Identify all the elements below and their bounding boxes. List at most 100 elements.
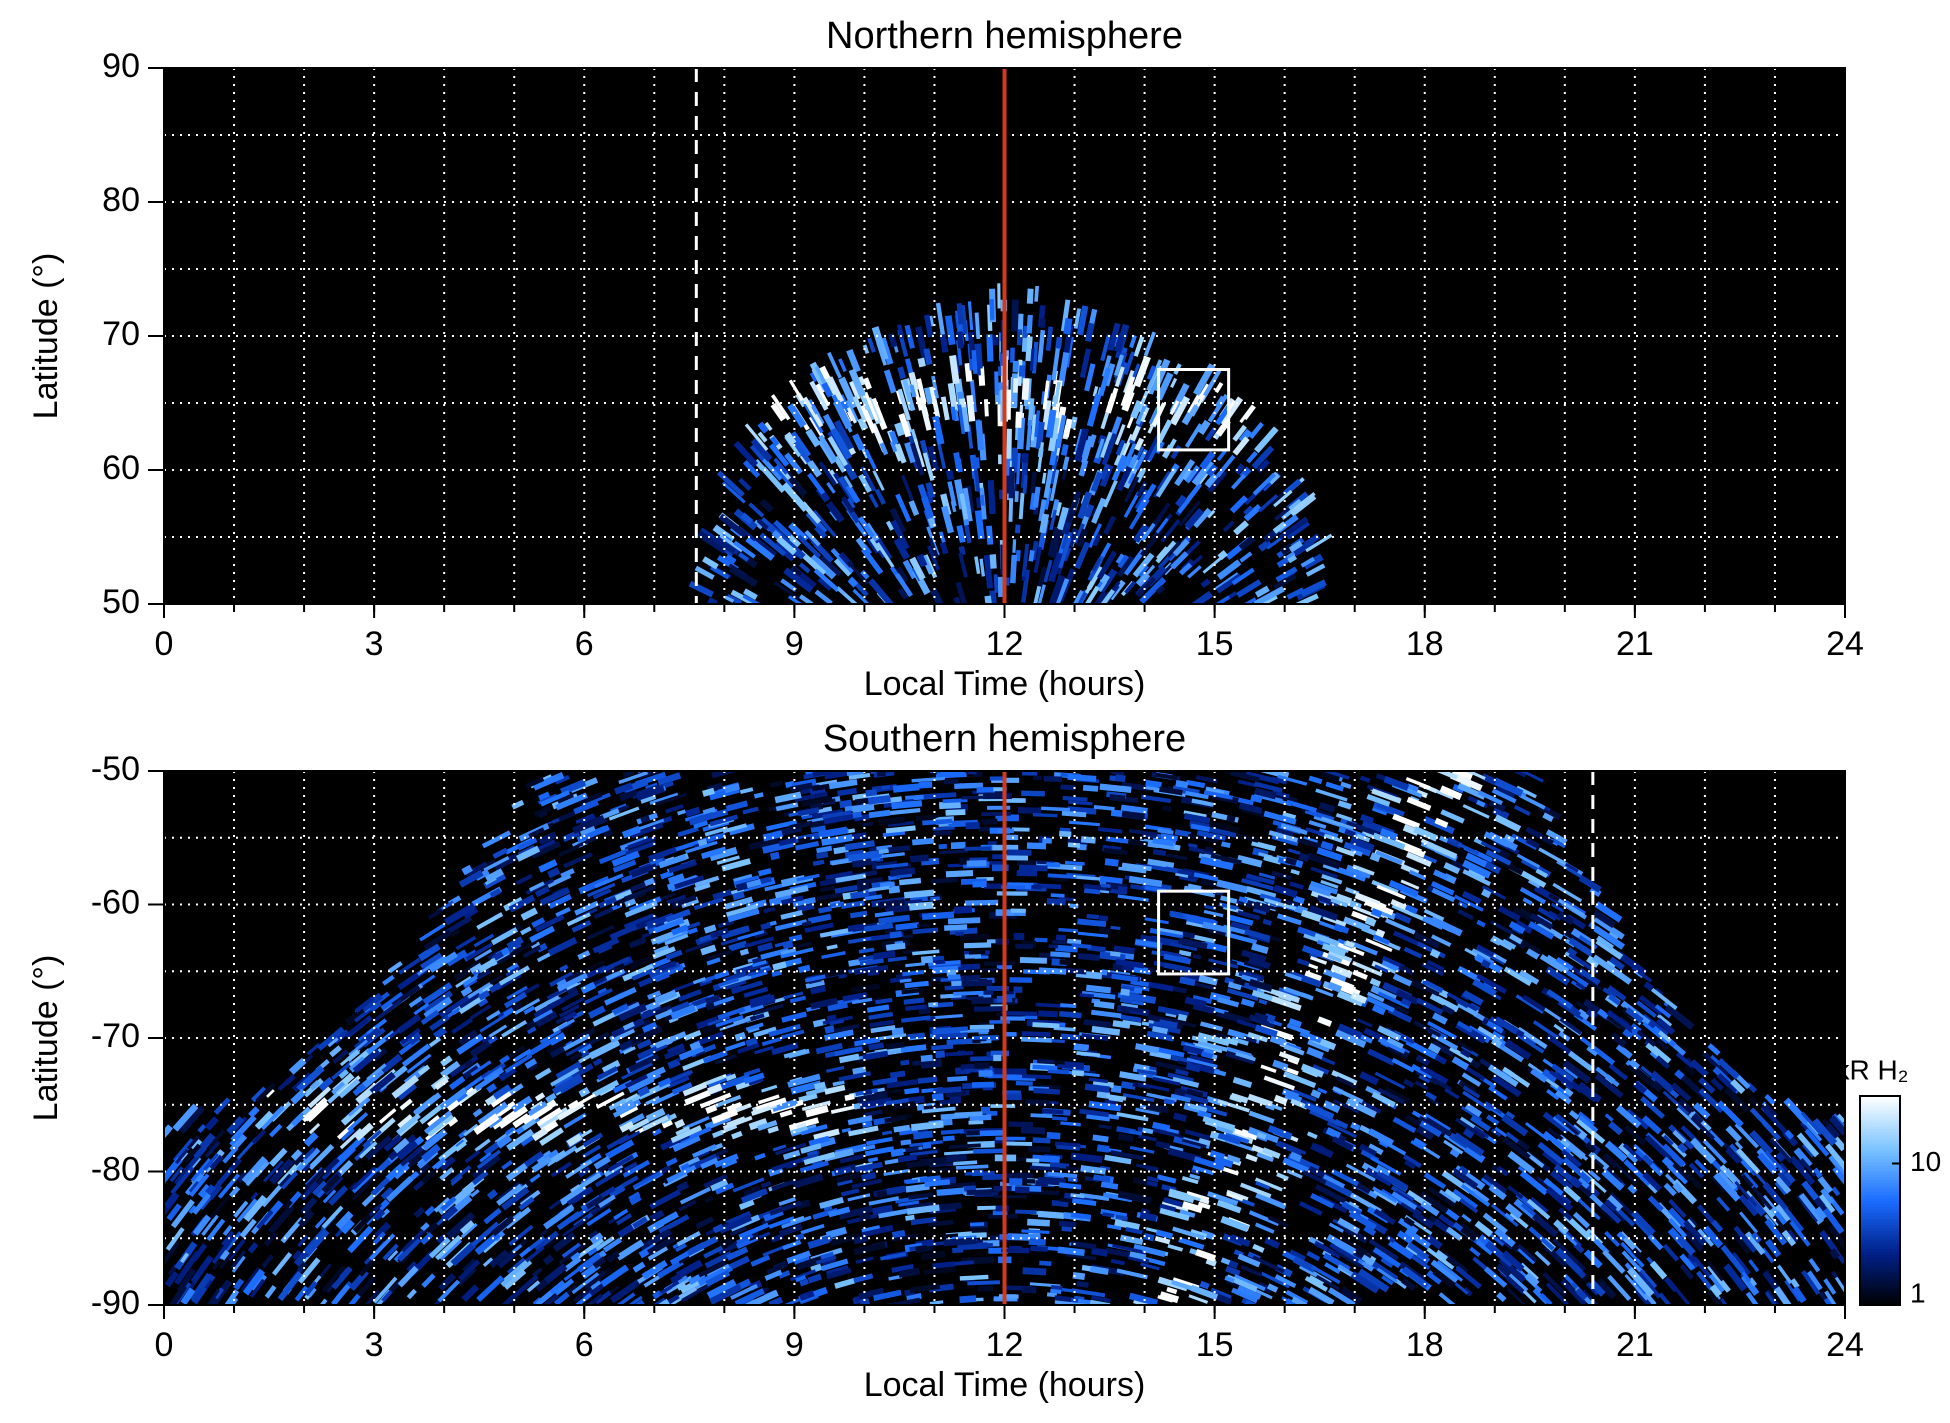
emission-streak <box>738 1222 770 1239</box>
emission-streak <box>437 1279 461 1303</box>
emission-streak <box>781 1011 807 1023</box>
emission-streak <box>1572 1211 1591 1229</box>
emission-streak <box>438 1273 456 1291</box>
emission-streak <box>1198 853 1222 863</box>
emission-streak <box>1615 950 1648 976</box>
emission-streak <box>380 1053 403 1074</box>
emission-streak <box>264 1088 275 1098</box>
emission-streak <box>1046 898 1066 906</box>
emission-streak <box>739 948 750 956</box>
emission-streak <box>1117 554 1130 570</box>
emission-streak <box>845 484 861 504</box>
emission-streak <box>1744 1231 1766 1256</box>
emission-streak <box>1651 1080 1664 1093</box>
emission-streak <box>1322 914 1347 927</box>
emission-streak <box>813 1128 840 1141</box>
emission-streak <box>624 1074 648 1089</box>
emission-streak <box>852 395 868 423</box>
emission-streak <box>1421 915 1445 930</box>
emission-streak <box>886 1079 918 1089</box>
emission-streak <box>787 1073 821 1088</box>
emission-streak <box>1636 1029 1657 1047</box>
emission-streak <box>1053 1026 1076 1032</box>
emission-streak <box>1067 527 1079 548</box>
emission-streak <box>1060 1121 1081 1127</box>
emission-streak <box>1384 1086 1412 1104</box>
emission-streak <box>830 427 853 460</box>
emission-streak <box>1438 835 1449 844</box>
emission-streak <box>881 785 890 790</box>
emission-streak <box>1642 1021 1669 1044</box>
emission-streak <box>974 510 985 540</box>
emission-streak <box>1138 1134 1157 1142</box>
emission-streak <box>1245 1153 1258 1163</box>
emission-streak <box>1789 1155 1816 1186</box>
emission-streak <box>1041 1108 1064 1115</box>
emission-streak <box>1170 551 1189 570</box>
emission-streak <box>1552 838 1566 849</box>
emission-streak <box>1076 1280 1089 1288</box>
emission-streak <box>1792 1286 1807 1304</box>
emission-streak <box>569 1051 583 1062</box>
emission-streak <box>1608 1121 1624 1136</box>
emission-streak <box>1562 1121 1579 1136</box>
emission-streak <box>1085 984 1112 994</box>
emission-streak <box>1570 1080 1597 1103</box>
emission-streak <box>1764 1093 1776 1106</box>
emission-streak <box>901 987 925 995</box>
emission-streak <box>282 1199 293 1211</box>
emission-streak <box>1251 989 1277 1003</box>
emission-streak <box>885 825 916 834</box>
emission-streak <box>845 399 859 422</box>
emission-streak <box>1582 975 1603 991</box>
emission-streak <box>1103 515 1117 535</box>
emission-streak <box>821 951 846 959</box>
emission-streak <box>1431 1040 1455 1057</box>
emission-streak <box>1047 1068 1070 1075</box>
emission-streak <box>1461 890 1482 905</box>
emission-streak <box>889 867 916 877</box>
emission-streak <box>1490 952 1507 964</box>
emission-streak <box>1286 1023 1311 1036</box>
emission-streak <box>966 1130 980 1136</box>
emission-streak <box>1210 853 1242 865</box>
emission-streak <box>557 1018 575 1030</box>
emission-streak <box>1555 1247 1583 1275</box>
emission-streak <box>1300 579 1327 597</box>
emission-streak <box>1689 1137 1716 1165</box>
emission-streak <box>922 818 953 826</box>
emission-streak <box>535 1010 558 1028</box>
emission-streak <box>1113 354 1124 376</box>
emission-streak <box>702 806 716 816</box>
emission-streak <box>733 875 760 889</box>
emission-streak <box>1647 1233 1664 1251</box>
emission-streak <box>1076 305 1089 336</box>
emission-streak <box>1516 785 1537 799</box>
emission-streak <box>851 1178 883 1189</box>
emission-streak <box>1562 1059 1592 1084</box>
emission-streak <box>676 1181 690 1192</box>
emission-streak <box>1462 1090 1492 1112</box>
emission-streak <box>1230 771 1260 782</box>
emission-streak <box>1066 490 1082 524</box>
emission-streak <box>1654 1004 1672 1019</box>
emission-streak <box>780 578 797 592</box>
emission-streak <box>798 964 811 974</box>
emission-streak <box>834 1277 856 1289</box>
emission-streak <box>665 949 683 961</box>
emission-streak <box>406 1053 432 1074</box>
emission-streak <box>520 907 538 921</box>
emission-streak <box>942 1233 959 1239</box>
emission-streak <box>1494 1227 1516 1248</box>
emission-streak <box>1439 785 1463 801</box>
emission-streak <box>463 1065 480 1080</box>
emission-streak <box>794 941 813 949</box>
emission-streak <box>1372 1247 1401 1269</box>
emission-streak <box>1424 1117 1452 1137</box>
emission-streak <box>1117 894 1149 902</box>
emission-streak <box>887 845 911 853</box>
emission-streak <box>556 972 589 992</box>
emission-streak <box>773 519 793 538</box>
emission-streak <box>645 1107 666 1123</box>
emission-streak <box>1300 1063 1325 1078</box>
